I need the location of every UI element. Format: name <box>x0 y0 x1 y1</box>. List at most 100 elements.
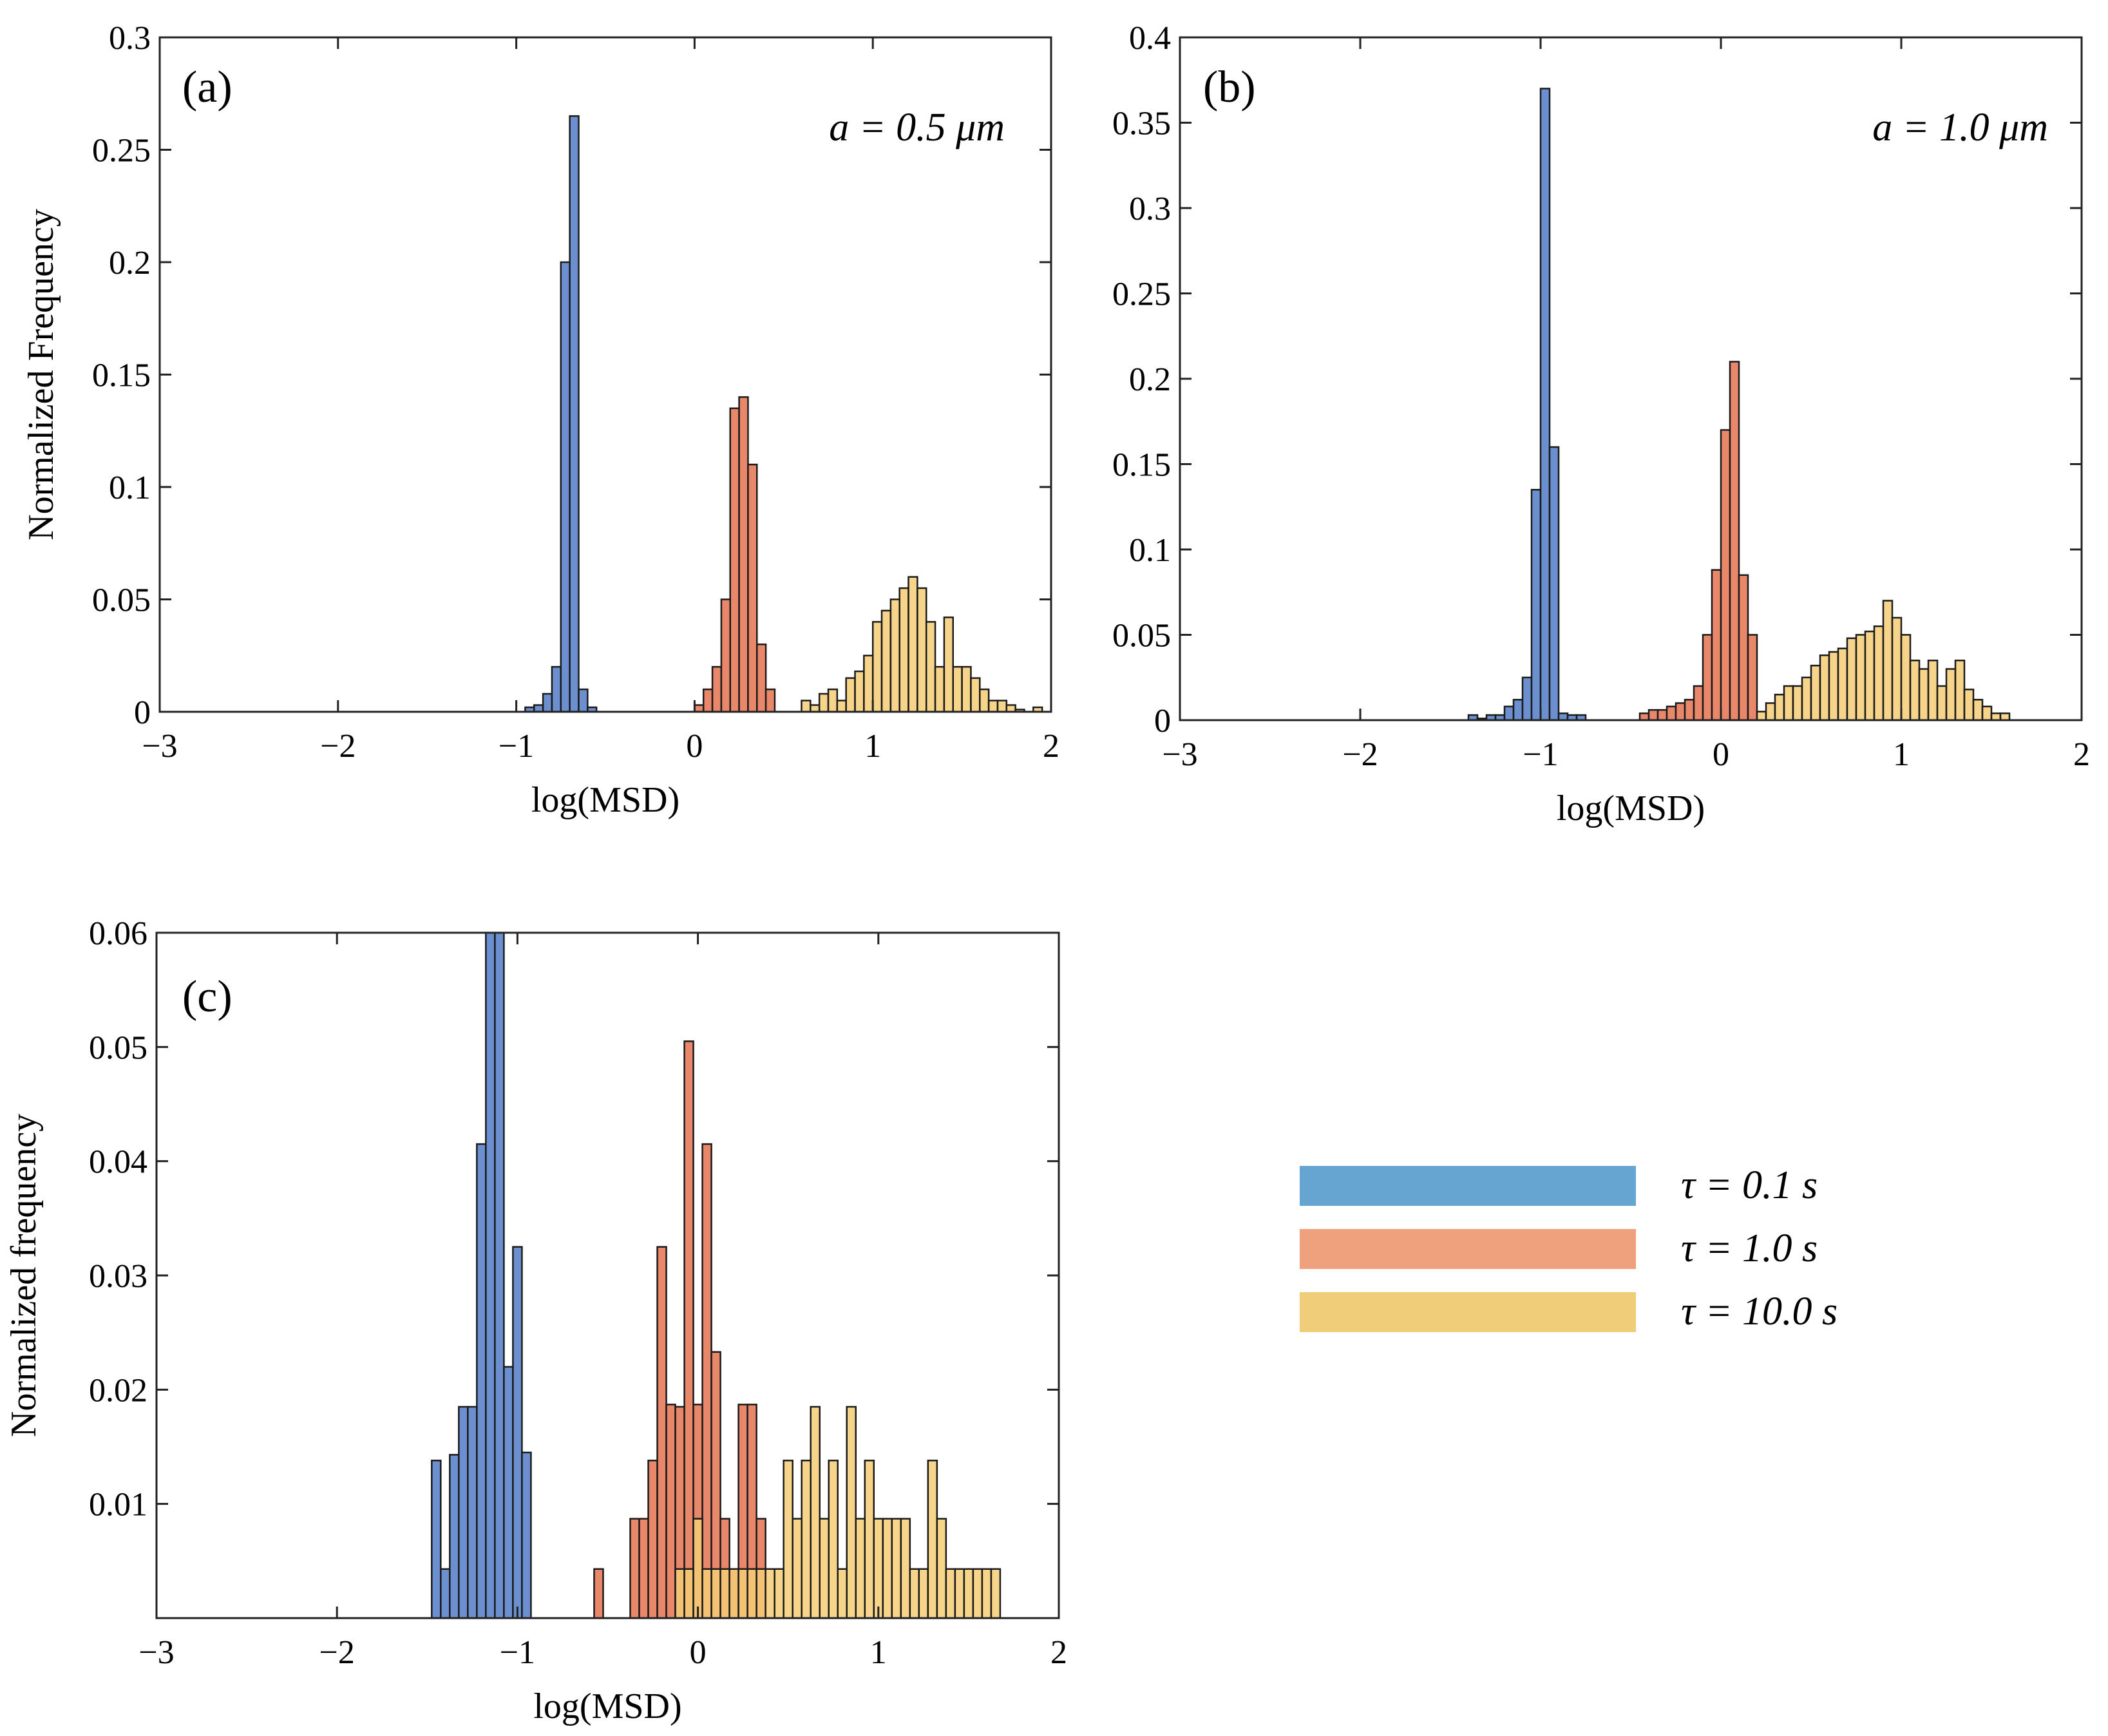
panel-c: −3 −2 −1 0 1 2 0.01 0.02 0.03 0.04 0.05 0.06 log(MSD… <box>4 915 1067 1726</box>
bar-series-3 <box>1900 634 1912 720</box>
bar-series-2 <box>629 1518 640 1618</box>
x-tick-label: 2 <box>1043 728 1059 765</box>
bar-series-2 <box>1675 702 1686 720</box>
bar-series-3 <box>990 1568 1002 1618</box>
bar-series-3 <box>746 1568 757 1618</box>
x-axis-label: log(MSD) <box>531 780 679 820</box>
particle-size-annotation: a = 1.0 μm <box>1872 106 2048 149</box>
legend-label: τ = 0.1 s <box>1681 1163 1818 1207</box>
bar-series-3 <box>916 587 927 712</box>
bar-series-3 <box>936 1518 947 1618</box>
bar-series-1 <box>542 692 553 712</box>
bar-series-3 <box>801 1460 812 1618</box>
bar-series-3 <box>970 677 981 712</box>
bar-series-3 <box>774 1568 784 1618</box>
y-tick-label: 0.02 <box>89 1372 147 1409</box>
bar-series-3 <box>692 1518 703 1618</box>
bar-series-1 <box>1467 714 1479 720</box>
bar-series-3 <box>909 1568 920 1618</box>
bar-series-3 <box>1945 668 1957 720</box>
bar-series-2 <box>1702 634 1713 720</box>
bar-series-3 <box>1032 706 1043 712</box>
y-tick-label: 0.04 <box>89 1144 147 1181</box>
bar-series-1 <box>512 1246 523 1618</box>
bar-series-3 <box>1882 600 1894 720</box>
x-tick-label: 1 <box>864 728 881 765</box>
bar-series-3 <box>719 1568 730 1618</box>
bar-series-2 <box>1729 361 1740 720</box>
bar-series-3 <box>891 1518 902 1618</box>
x-tick-label: −3 <box>138 1634 174 1671</box>
bar-series-3 <box>845 677 856 712</box>
bar-series-3 <box>1999 712 2011 720</box>
bar-series-2 <box>764 688 776 712</box>
bar-series-3 <box>755 1568 766 1618</box>
y-tick-label: 0.4 <box>1129 20 1171 57</box>
bar-series-2 <box>701 1143 712 1618</box>
bar-series-3 <box>1756 711 1767 720</box>
y-tick-label: 0.05 <box>1112 618 1171 654</box>
bar-series-3 <box>871 621 883 712</box>
bar-series-2 <box>747 463 758 712</box>
bar-series-3 <box>996 700 1008 712</box>
bar-series-3 <box>1963 689 1975 720</box>
bar-series-1 <box>440 1568 451 1618</box>
bar-series-3 <box>1783 685 1794 720</box>
bar-series-1 <box>521 1451 532 1618</box>
bar-series-3 <box>674 1568 685 1618</box>
bar-series-1 <box>551 665 562 712</box>
bar-series-2 <box>1647 709 1659 720</box>
legend-swatch <box>1300 1229 1636 1269</box>
bar-series-2 <box>702 688 714 712</box>
bar-series-2 <box>683 1040 694 1618</box>
bar-series-3 <box>981 1568 992 1618</box>
bar-series-3 <box>987 700 999 712</box>
bar-series-1 <box>503 1366 514 1618</box>
bar-series-2 <box>756 644 767 712</box>
bar-series-3 <box>907 576 918 712</box>
bar-series-1 <box>1512 698 1524 720</box>
bar-series-2 <box>720 598 732 712</box>
panel-label: (b) <box>1203 62 1256 112</box>
bar-series-1 <box>1539 88 1551 720</box>
legend-swatch <box>1300 1166 1636 1206</box>
y-tick-label: 0.1 <box>1129 532 1171 569</box>
bar-series-3 <box>889 598 900 712</box>
bar-series-2 <box>656 1246 667 1618</box>
bar-series-3 <box>1909 660 1921 720</box>
y-tick-label: 0.35 <box>1112 106 1171 142</box>
x-tick-label: −1 <box>1523 736 1558 773</box>
bar-series-1 <box>587 706 598 712</box>
bar-series-3 <box>701 1568 712 1618</box>
x-tick-label: −3 <box>1162 736 1197 773</box>
bar-series-2 <box>729 407 740 712</box>
bar-series-3 <box>1810 664 1821 720</box>
bar-series-3 <box>728 1568 739 1618</box>
bar-series-3 <box>855 1518 866 1618</box>
bar-series-2 <box>1657 709 1668 720</box>
x-axis-label: log(MSD) <box>533 1686 681 1726</box>
legend-label: τ = 1.0 s <box>1681 1226 1818 1270</box>
bar-series-3 <box>961 665 972 712</box>
bar-series-3 <box>1873 625 1885 720</box>
bar-series-1 <box>431 1460 442 1618</box>
y-tick-label: 0 <box>134 694 151 731</box>
panel-a: −3 −2 −1 0 1 2 0 0.05 0.1 0.15 0.2 0.25 0.3 log(MSD) N… <box>21 20 1059 820</box>
bar-series-3 <box>810 704 821 712</box>
particle-size-annotation: a = 0.5 μm <box>829 106 1005 149</box>
bar-series-3 <box>979 688 990 712</box>
bar-series-3 <box>810 1406 821 1618</box>
bar-series-1 <box>458 1406 469 1618</box>
bar-series-3 <box>683 1568 694 1618</box>
x-tick-label: 2 <box>1050 1634 1067 1671</box>
bar-series-3 <box>836 700 847 712</box>
bar-series-3 <box>1765 702 1776 720</box>
bar-series-3 <box>1954 660 1966 720</box>
bar-series-3 <box>880 609 892 712</box>
bar-series-1 <box>560 261 571 712</box>
bar-series-3 <box>1846 637 1857 720</box>
bar-series-3 <box>882 1518 893 1618</box>
bar-series-2 <box>1711 569 1722 720</box>
x-tick-label: −1 <box>499 728 534 765</box>
bar-series-1 <box>1575 714 1587 720</box>
